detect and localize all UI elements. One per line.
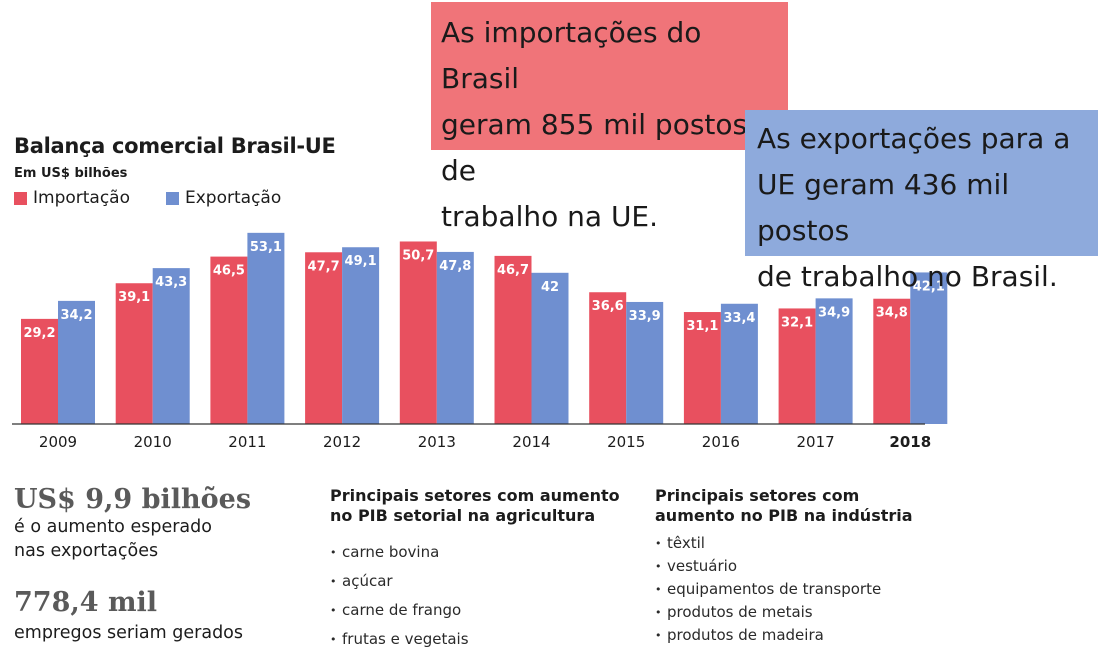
legend-swatch-import xyxy=(14,191,27,205)
list-item: equipamentos de transporte xyxy=(655,578,955,601)
stat-export-increase-value: US$ 9,9 bilhões xyxy=(14,484,252,515)
sectors-agriculture-list: carne bovina açúcar carne de frango frut… xyxy=(330,538,630,654)
stat-export-increase-desc: é o aumento esperado nas exportações xyxy=(14,515,274,563)
bar-exportacao-2011 xyxy=(247,232,285,424)
stat-jobs-desc: empregos seriam gerados xyxy=(14,621,274,645)
list-item: produtos de metais xyxy=(655,601,955,624)
bar-label-exportacao-2017: 34,9 xyxy=(818,305,850,320)
x-tick-label-2013: 2013 xyxy=(418,433,456,451)
bar-importacao-2011 xyxy=(210,256,248,424)
bar-importacao-2010 xyxy=(115,283,153,424)
bar-importacao-2017 xyxy=(778,308,816,424)
bar-label-importacao-2016: 31,1 xyxy=(686,319,718,334)
sectors-industry-list: têxtil vestuário equipamentos de transpo… xyxy=(655,532,955,647)
bar-label-importacao-2010: 39,1 xyxy=(118,290,150,305)
bar-label-exportacao-2011: 53,1 xyxy=(250,240,282,255)
sectors-agriculture: Principais setores com aumento no PIB se… xyxy=(330,486,630,654)
x-tick-label-2012: 2012 xyxy=(323,433,361,451)
bar-importacao-2015 xyxy=(589,292,627,424)
bar-exportacao-2009 xyxy=(58,300,95,424)
bar-label-importacao-2018: 34,8 xyxy=(876,306,908,321)
exports-callout-line: de trabalho no Brasil. xyxy=(757,260,1058,293)
stat-desc-line: é o aumento esperado xyxy=(14,517,212,537)
bar-exportacao-2018 xyxy=(910,272,948,424)
bar-label-exportacao-2013: 47,8 xyxy=(439,259,471,274)
bar-label-importacao-2013: 50,7 xyxy=(402,248,434,263)
legend-item-import: Importação xyxy=(14,188,130,208)
imports-callout-line: As importações do Brasil xyxy=(441,16,702,95)
bar-label-importacao-2012: 47,7 xyxy=(308,259,340,274)
sector-title-line: Principais setores com aumento xyxy=(330,486,620,505)
legend-swatch-export xyxy=(166,191,179,205)
list-item: açúcar xyxy=(330,567,630,596)
bar-exportacao-2014 xyxy=(531,272,569,424)
bar-importacao-2013 xyxy=(399,241,437,424)
sectors-industry: Principais setores com aumento no PIB na… xyxy=(655,486,955,647)
imports-callout-line: trabalho na UE. xyxy=(441,200,659,233)
bar-label-importacao-2015: 36,6 xyxy=(592,299,624,314)
stat-desc-line: nas exportações xyxy=(14,541,159,561)
list-item: carne de frango xyxy=(330,596,630,625)
bar-label-importacao-2017: 32,1 xyxy=(781,315,813,330)
x-tick-label-2017: 2017 xyxy=(797,433,835,451)
legend-label-import: Importação xyxy=(33,188,131,208)
bar-label-exportacao-2016: 33,4 xyxy=(723,311,755,326)
bar-exportacao-2015 xyxy=(626,301,664,424)
bar-exportacao-2017 xyxy=(815,298,853,424)
exports-callout-line: As exportações para a xyxy=(757,122,1071,155)
chart-title: Balança comercial Brasil-UE xyxy=(14,134,336,158)
imports-callout-line: geram 855 mil postos de xyxy=(441,108,748,187)
exports-callout: As exportações para a UE geram 436 mil p… xyxy=(745,110,1098,293)
bar-importacao-2016 xyxy=(683,312,721,424)
bar-importacao-2012 xyxy=(305,252,343,424)
list-item: têxtil xyxy=(655,532,955,555)
bar-exportacao-2013 xyxy=(436,251,474,424)
bar-label-exportacao-2018: 42,1 xyxy=(913,279,945,294)
bar-label-exportacao-2010: 43,3 xyxy=(155,275,187,290)
x-tick-label-2011: 2011 xyxy=(228,433,266,451)
bar-importacao-2018 xyxy=(873,298,911,424)
bar-exportacao-2016 xyxy=(720,303,758,424)
bar-exportacao-2012 xyxy=(342,247,380,424)
x-tick-label-2018: 2018 xyxy=(889,433,931,451)
x-tick-label-2009: 2009 xyxy=(39,433,77,451)
legend-label-export: Exportação xyxy=(185,188,282,208)
bar-importacao-2009 xyxy=(21,318,58,424)
exports-callout-line: UE geram 436 mil postos xyxy=(757,168,1010,247)
list-item: carne bovina xyxy=(330,538,630,567)
x-tick-label-2016: 2016 xyxy=(702,433,740,451)
list-item: vestuário xyxy=(655,555,955,578)
x-tick-label-2010: 2010 xyxy=(134,433,172,451)
sector-title-line: no PIB setorial na agricultura xyxy=(330,506,596,525)
stat-jobs-value: 778,4 mil xyxy=(14,587,158,618)
bar-importacao-2014 xyxy=(494,255,532,424)
bar-label-importacao-2011: 46,5 xyxy=(213,264,245,279)
list-item: frutas e vegetais xyxy=(330,625,630,654)
legend-item-export: Exportação xyxy=(166,188,281,208)
bar-label-exportacao-2012: 49,1 xyxy=(345,254,377,269)
bar-label-exportacao-2015: 33,9 xyxy=(629,309,661,324)
bar-label-importacao-2009: 29,2 xyxy=(23,326,55,341)
x-tick-label-2014: 2014 xyxy=(512,433,550,451)
sector-title-line: aumento no PIB na indústria xyxy=(655,506,913,525)
imports-callout: As importações do Brasil geram 855 mil p… xyxy=(431,2,788,233)
bar-label-importacao-2014: 46,7 xyxy=(497,263,529,278)
x-tick-label-2015: 2015 xyxy=(607,433,645,451)
bar-label-exportacao-2014: 42 xyxy=(541,280,559,295)
list-item: produtos de madeira xyxy=(655,624,955,647)
chart-subtitle: Em US$ bilhões xyxy=(14,166,128,181)
bar-label-exportacao-2009: 34,2 xyxy=(60,308,92,323)
stat-desc-line: empregos seriam gerados xyxy=(14,623,243,643)
bar-exportacao-2010 xyxy=(152,268,190,424)
sectors-agriculture-title: Principais setores com aumento no PIB se… xyxy=(330,486,630,526)
sectors-industry-title: Principais setores com aumento no PIB na… xyxy=(655,486,955,526)
sector-title-line: Principais setores com xyxy=(655,486,860,505)
